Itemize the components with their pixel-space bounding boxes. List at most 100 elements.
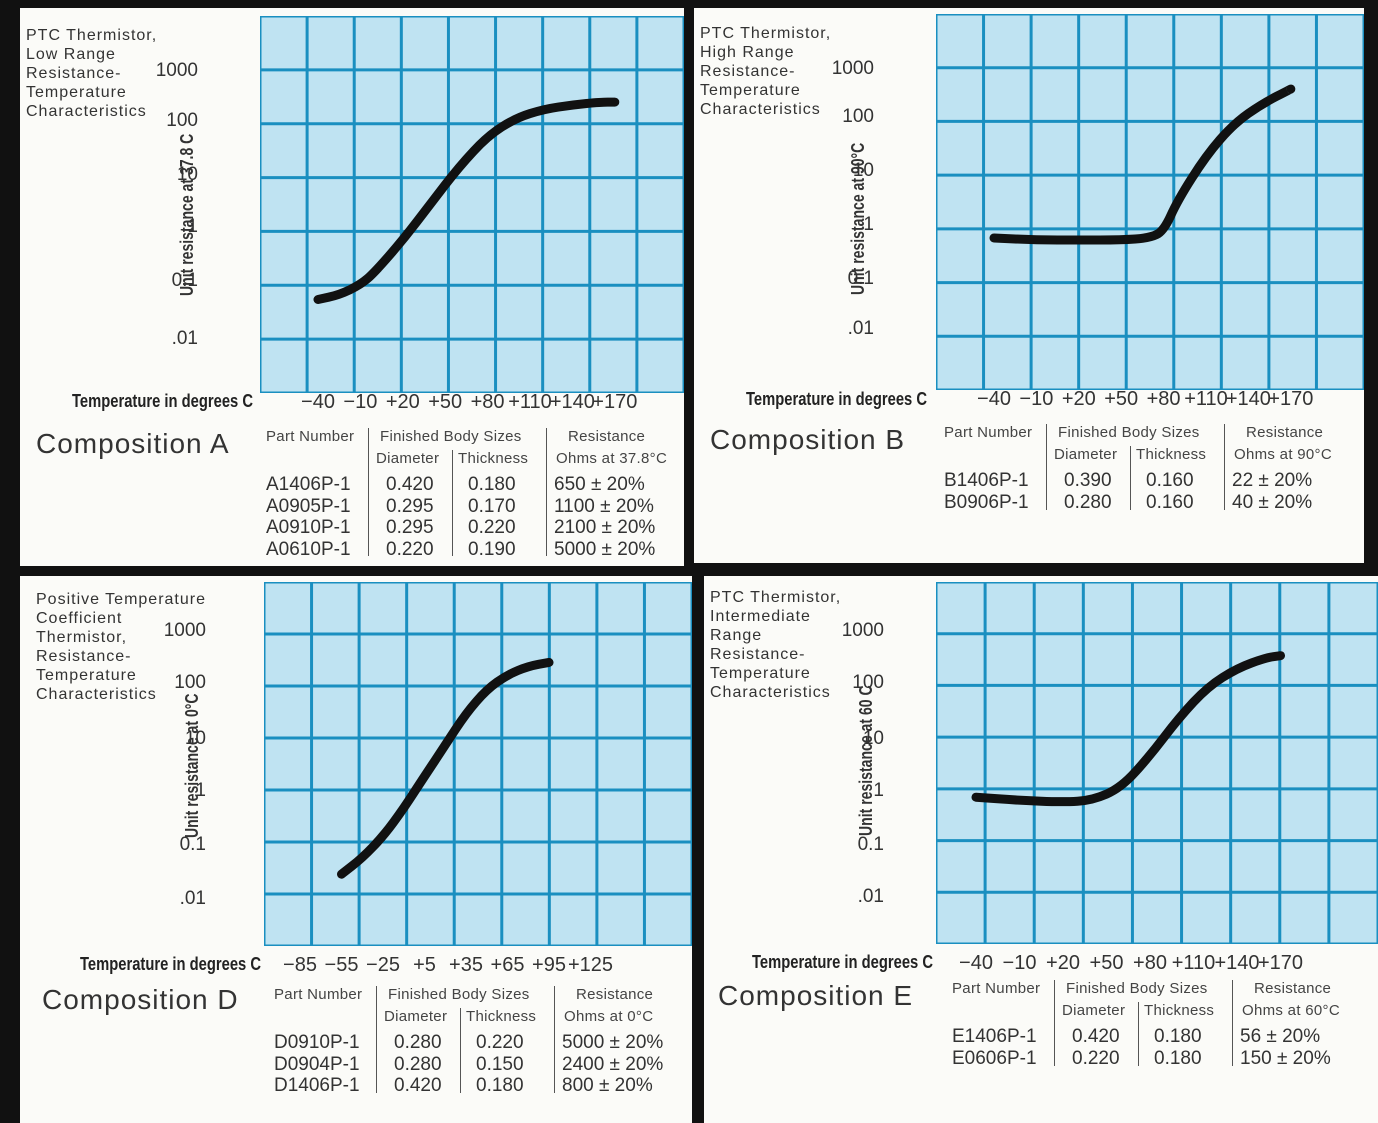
x-tick-label: +80 bbox=[1146, 388, 1181, 410]
table-header-diameter: Diameter bbox=[384, 1008, 448, 1025]
panel-composition-d: Positive Temperature Coefficient Thermis… bbox=[20, 576, 692, 1123]
chart-svg bbox=[936, 14, 1364, 390]
y-tick-label: 10 bbox=[862, 728, 884, 749]
table-header-part-number: Part Number bbox=[266, 428, 355, 445]
table-cell-resistance: 2400 ± 20% bbox=[562, 1053, 664, 1075]
x-tick-label: +20 bbox=[1046, 952, 1080, 974]
chart-plot-area bbox=[260, 16, 684, 393]
table-cell-part: A0905P-1 bbox=[266, 495, 351, 517]
table-cell-thickness: 0.180 bbox=[1154, 1047, 1202, 1069]
panel-composition-e: PTC Thermistor, Intermediate Range Resis… bbox=[704, 576, 1378, 1123]
x-tick-label: +35 bbox=[449, 954, 483, 976]
x-tick-label: −10 bbox=[1019, 388, 1054, 410]
x-tick-label: −40 bbox=[959, 952, 993, 974]
resistance-curve bbox=[971, 651, 1286, 807]
table-cell-part: D1406P-1 bbox=[274, 1075, 360, 1096]
table-divider bbox=[1054, 980, 1055, 1066]
x-tick-label: +140 bbox=[1214, 952, 1260, 974]
x-tick-label: −10 bbox=[343, 391, 378, 413]
table-header-resistance: Resistance bbox=[576, 986, 654, 1003]
y-tick-label: .01 bbox=[171, 328, 198, 349]
y-tick-label: 1000 bbox=[831, 58, 874, 79]
y-axis-label: Unit resistance at 0°C bbox=[182, 693, 202, 838]
table-cell-resistance: 650 ± 20% bbox=[554, 474, 645, 495]
resistance-curve bbox=[989, 84, 1296, 245]
x-axis-label: Temperature in degrees C bbox=[72, 391, 254, 411]
table-cell-diameter: 0.280 bbox=[394, 1032, 442, 1053]
table-cell-resistance: 40 ± 20% bbox=[1232, 491, 1313, 513]
grid-border bbox=[264, 582, 692, 946]
table-header-thickness: Thickness bbox=[466, 1008, 537, 1025]
composition-label: Composition D bbox=[42, 984, 239, 1015]
x-tick-label: +20 bbox=[385, 391, 420, 413]
y-tick-label: 1 bbox=[863, 214, 874, 235]
table-header-resistance: Resistance bbox=[1246, 424, 1324, 441]
grid-border bbox=[260, 16, 684, 393]
table-cell-diameter: 0.220 bbox=[1072, 1047, 1120, 1069]
x-tick-label: +80 bbox=[1133, 952, 1167, 974]
table-cell-part: D0910P-1 bbox=[274, 1032, 360, 1053]
chart-title: PTC Thermistor, High Range Resistance- T… bbox=[700, 25, 832, 118]
table-header-ohms: Ohms at 60°C bbox=[1242, 1002, 1340, 1019]
table-header-ohms: Ohms at 0°C bbox=[564, 1008, 654, 1025]
table-header-diameter: Diameter bbox=[1054, 446, 1118, 463]
table-cell-diameter: 0.390 bbox=[1064, 470, 1112, 491]
x-tick-label: +20 bbox=[1061, 388, 1096, 410]
x-tick-label: −55 bbox=[324, 954, 359, 976]
chart-title: PTC Thermistor, Low Range Resistance- Te… bbox=[26, 27, 158, 120]
x-tick-label: +170 bbox=[592, 391, 638, 413]
x-tick-label: +50 bbox=[1089, 952, 1124, 974]
x-tick-label: −40 bbox=[977, 388, 1011, 410]
table-cell-part: A0910P-1 bbox=[266, 517, 351, 538]
x-axis-label: Temperature in degrees C bbox=[80, 954, 262, 974]
table-header-body-sizes: Finished Body Sizes bbox=[388, 986, 530, 1003]
composition-label: Composition B bbox=[710, 424, 906, 455]
table-cell-resistance: 150 ± 20% bbox=[1240, 1047, 1331, 1069]
composition-label: Composition E bbox=[718, 980, 914, 1011]
chart-plot-area bbox=[936, 14, 1364, 390]
table-cell-diameter: 0.220 bbox=[386, 538, 434, 560]
table-cell-part: E0606P-1 bbox=[952, 1047, 1037, 1069]
table-cell-part: B0906P-1 bbox=[944, 491, 1029, 513]
table-cell-part: A1406P-1 bbox=[266, 474, 351, 495]
table-divider bbox=[546, 428, 547, 556]
y-tick-label: 1000 bbox=[841, 620, 884, 641]
x-tick-label: +110 bbox=[1171, 952, 1216, 974]
table-cell-thickness: 0.180 bbox=[1154, 1026, 1202, 1047]
table-divider bbox=[1224, 424, 1225, 510]
table-cell-resistance: 1100 ± 20% bbox=[554, 495, 654, 517]
table-cell-diameter: 0.420 bbox=[1072, 1026, 1120, 1047]
x-axis-label: Temperature in degrees C bbox=[752, 952, 934, 972]
table-divider bbox=[368, 428, 369, 556]
x-tick-label: −10 bbox=[1002, 952, 1037, 974]
y-tick-label: 0.1 bbox=[847, 268, 874, 289]
chart-plot-area bbox=[936, 582, 1378, 944]
table-cell-thickness: 0.220 bbox=[476, 1032, 524, 1053]
table-header-part-number: Part Number bbox=[952, 980, 1041, 997]
table-header-diameter: Diameter bbox=[376, 450, 440, 467]
y-tick-label: 10 bbox=[184, 728, 206, 749]
table-header-part-number: Part Number bbox=[274, 986, 363, 1003]
table-cell-thickness: 0.180 bbox=[468, 474, 516, 495]
table-cell-resistance: 22 ± 20% bbox=[1232, 470, 1313, 491]
x-tick-label: +110 bbox=[508, 391, 552, 413]
panel-composition-a: PTC Thermistor, Low Range Resistance- Te… bbox=[20, 8, 684, 566]
table-divider bbox=[1130, 446, 1131, 510]
table-header-diameter: Diameter bbox=[1062, 1002, 1126, 1019]
table-cell-thickness: 0.180 bbox=[476, 1075, 524, 1096]
composition-label: Composition A bbox=[36, 428, 230, 459]
table-cell-resistance: 5000 ± 20% bbox=[554, 538, 656, 560]
table-cell-thickness: 0.190 bbox=[468, 538, 516, 560]
table-cell-thickness: 0.170 bbox=[468, 495, 516, 517]
table-header-thickness: Thickness bbox=[1136, 446, 1207, 463]
resistance-curve bbox=[337, 657, 554, 879]
table-header-body-sizes: Finished Body Sizes bbox=[380, 428, 522, 445]
table-cell-resistance: 2100 ± 20% bbox=[554, 517, 656, 538]
grid-border bbox=[936, 582, 1378, 944]
resistance-curve bbox=[313, 97, 620, 304]
table-header-thickness: Thickness bbox=[458, 450, 529, 467]
x-tick-label: +65 bbox=[490, 954, 525, 976]
x-tick-label: +50 bbox=[428, 391, 463, 413]
table-header-thickness: Thickness bbox=[1144, 1002, 1215, 1019]
table-cell-diameter: 0.280 bbox=[1064, 491, 1112, 513]
